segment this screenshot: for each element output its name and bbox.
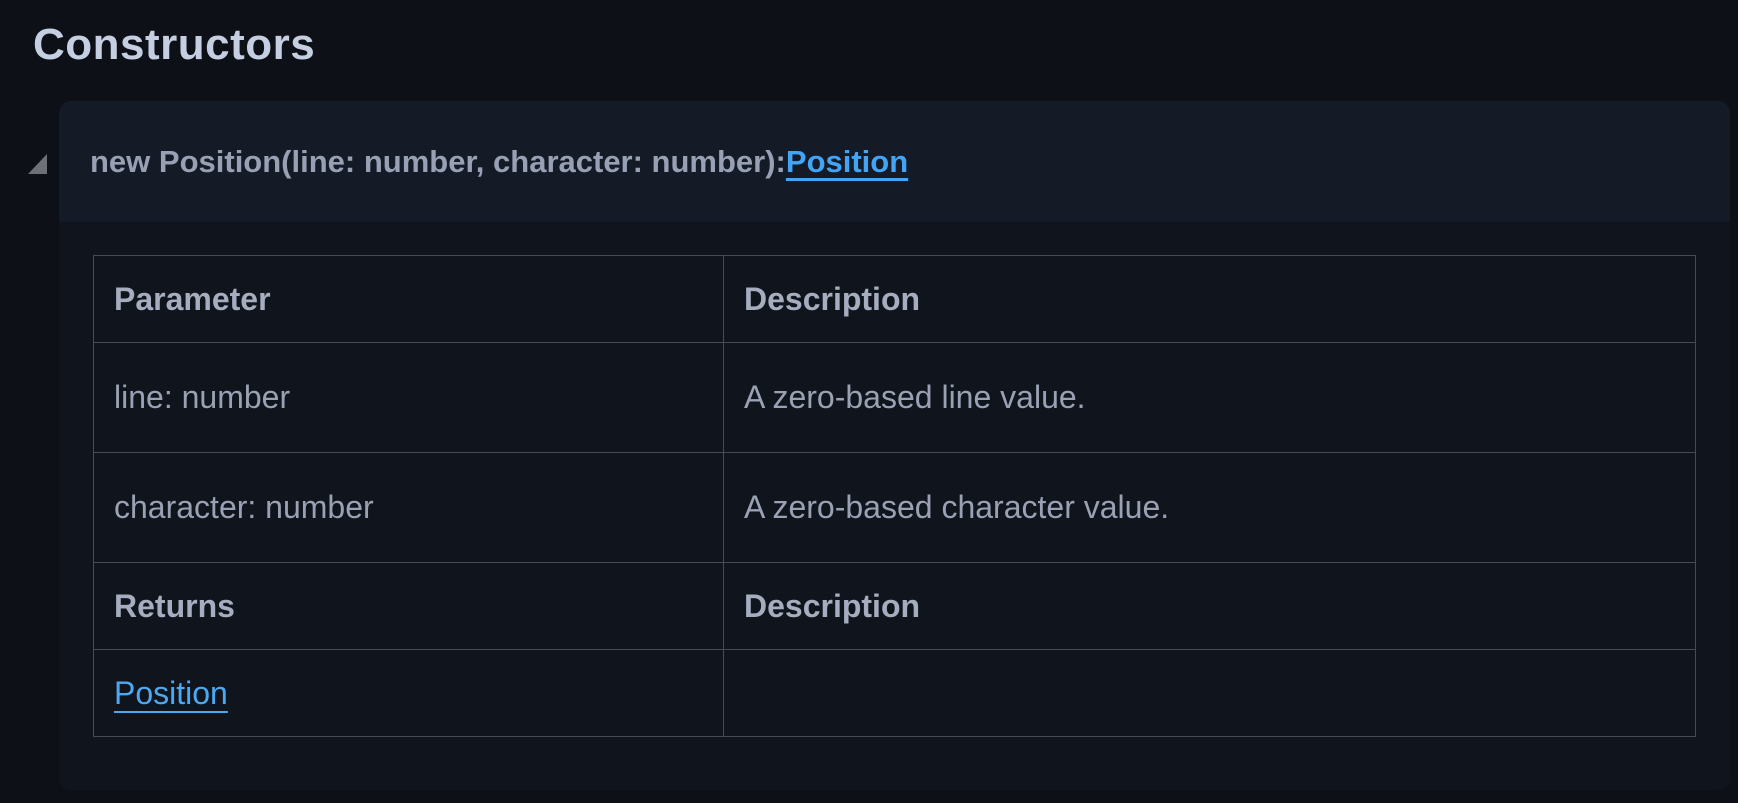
parameter-cell: line: number <box>93 342 724 453</box>
collapse-triangle-icon[interactable] <box>28 154 47 174</box>
returns-column-header: Returns <box>93 562 724 650</box>
constructor-details: Parameter Description line: number A zer… <box>59 222 1730 737</box>
table-header-row: Parameter Description <box>93 255 1696 343</box>
returns-value-cell: Position <box>93 649 724 737</box>
returns-value-row: Position <box>93 649 1696 737</box>
page-title: Constructors <box>33 20 316 69</box>
returns-position-link[interactable]: Position <box>114 674 228 711</box>
parameter-cell: character: number <box>93 452 724 563</box>
table-row: character: number A zero-based character… <box>93 452 1696 563</box>
constructor-card: new Position(line: number, character: nu… <box>59 101 1730 790</box>
description-cell: A zero-based character value. <box>723 452 1696 563</box>
returns-description-column-header: Description <box>723 562 1696 650</box>
constructor-signature-header[interactable]: new Position(line: number, character: nu… <box>59 101 1730 222</box>
description-cell: A zero-based line value. <box>723 342 1696 453</box>
return-type-link[interactable]: Position <box>785 143 909 179</box>
description-column-header: Description <box>723 255 1696 343</box>
returns-header-row: Returns Description <box>93 562 1696 650</box>
constructor-signature-text: new Position(line: number, character: nu… <box>90 143 786 179</box>
parameters-table: Parameter Description line: number A zer… <box>93 255 1696 737</box>
table-row: line: number A zero-based line value. <box>93 342 1696 453</box>
returns-description-cell <box>723 649 1696 737</box>
parameter-column-header: Parameter <box>93 255 724 343</box>
